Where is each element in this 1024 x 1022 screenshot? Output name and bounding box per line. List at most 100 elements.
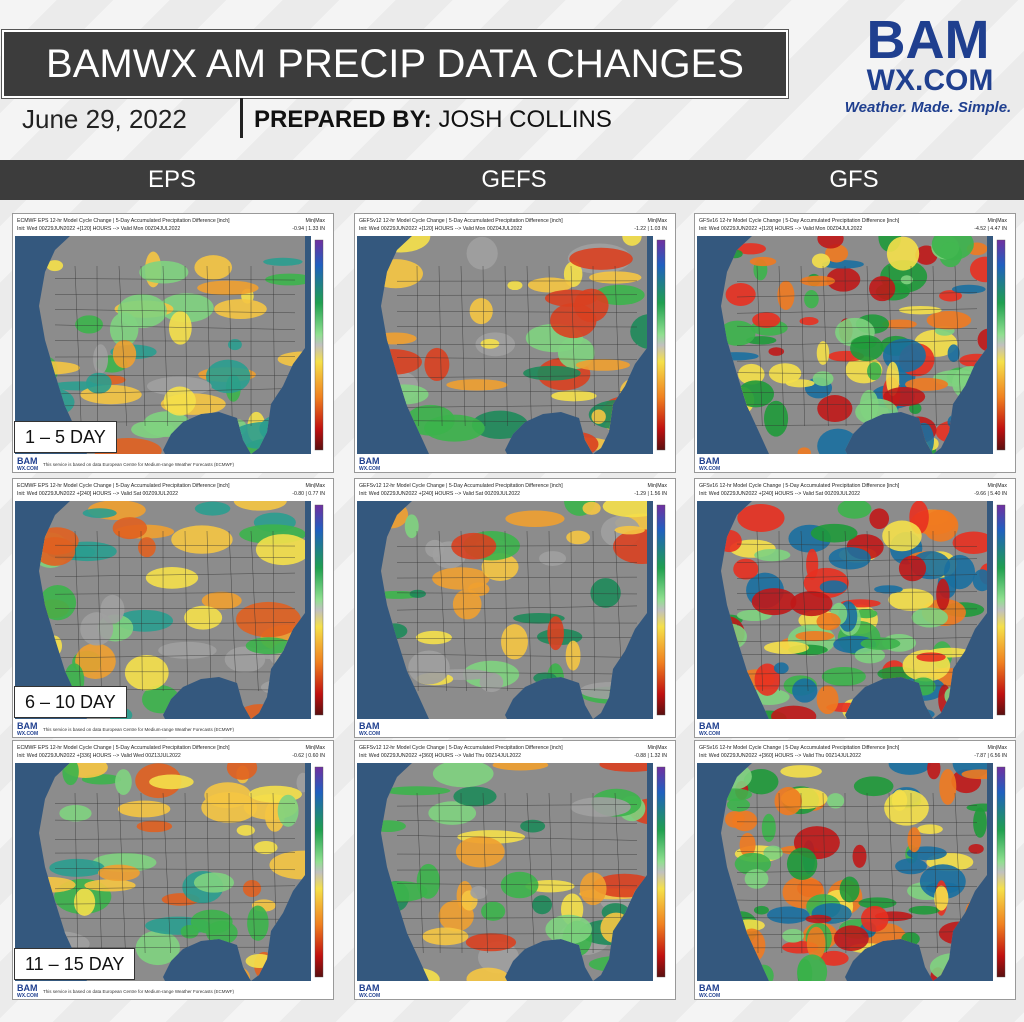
state-line [736, 280, 978, 282]
state-line [438, 792, 441, 954]
map-figure: GEFSv12 12-hr Model Cycle Change | 5-Day… [357, 483, 667, 737]
precip-area [381, 820, 406, 833]
state-line [54, 653, 296, 659]
state-line [74, 530, 81, 692]
map [15, 763, 311, 981]
precip-area [754, 663, 781, 696]
state-line [54, 309, 296, 314]
precip-area [804, 290, 819, 309]
state-line [844, 265, 847, 427]
precip-area [966, 803, 987, 812]
precip-area [539, 551, 567, 566]
state-line [800, 265, 805, 427]
precip-area [563, 261, 583, 287]
precip-area [768, 363, 802, 384]
state-line [396, 576, 638, 579]
precip-area [927, 763, 941, 780]
precip-area [837, 501, 872, 519]
precip-area [917, 824, 943, 835]
precip-area [236, 601, 301, 638]
precip-area [614, 525, 645, 535]
state-line [54, 556, 296, 558]
map [357, 236, 653, 454]
precip-area [194, 501, 231, 516]
state-line [592, 530, 595, 692]
state-line [250, 530, 259, 692]
precip-area [884, 789, 929, 826]
colorbar [996, 504, 1006, 716]
precip-area [817, 428, 859, 454]
precip-area [112, 517, 148, 540]
state-line [396, 326, 638, 328]
map-figure: GFSv16 12-hr Model Cycle Change | 5-Day … [697, 745, 1007, 999]
precip-area [900, 275, 913, 285]
precip-area [898, 555, 927, 582]
state-line [396, 883, 638, 887]
state-line [54, 544, 296, 547]
state-line [54, 591, 296, 595]
precip-area [569, 247, 633, 270]
column-bar [0, 160, 1024, 200]
state-line [592, 265, 595, 427]
state-line [396, 637, 638, 639]
state-line [396, 653, 638, 658]
state-line [932, 265, 937, 427]
state-line [396, 820, 638, 824]
precip-area [117, 800, 171, 818]
panel-title: ECMWF EPS 12-hr Model Cycle Change | 5-D… [17, 218, 230, 224]
panel-note: This service is based on data European C… [43, 727, 234, 732]
precip-area [233, 501, 287, 511]
precip-area [786, 847, 818, 880]
state-line [396, 835, 638, 841]
precip-area [545, 914, 592, 945]
mini-logo: BAM [17, 983, 38, 993]
precip-area [409, 589, 426, 598]
precip-area [806, 926, 826, 960]
state-line [54, 572, 296, 577]
precip-area [737, 380, 775, 408]
map-figure: ECMWF EPS 12-hr Model Cycle Change | 5-D… [15, 218, 325, 472]
state-line [54, 917, 296, 920]
panel-init: Init: Wed 00Z29JUN2022 +[120] HOURS --> … [699, 226, 862, 232]
precip-area [733, 558, 759, 580]
state-line [888, 792, 896, 954]
map-figure: ECMWF EPS 12-hr Model Cycle Change | 5-D… [15, 745, 325, 999]
precip-area [886, 236, 920, 271]
state-line [184, 530, 188, 692]
precip-area [790, 591, 833, 617]
panel-init: Init: Wed 00Z29JUN2022 +[336] HOURS --> … [17, 753, 181, 759]
state-line [778, 530, 780, 692]
state-line [140, 792, 146, 954]
state-line [396, 294, 638, 296]
precip-area [854, 647, 886, 664]
precip-area [785, 379, 815, 388]
state-line [482, 792, 488, 954]
precip-area [466, 236, 498, 270]
mini-logo-domain: WX.COM [359, 466, 380, 472]
colorbar [996, 239, 1006, 451]
state-line [736, 671, 978, 675]
precip-area [744, 868, 769, 889]
precip-area [242, 879, 262, 898]
precip-area [630, 314, 647, 349]
map-panel: ECMWF EPS 12-hr Model Cycle Change | 5-D… [12, 478, 334, 738]
state-line [118, 792, 126, 954]
precip-area [764, 641, 809, 655]
mini-logo-domain: WX.COM [699, 731, 720, 737]
state-line [910, 530, 915, 692]
minmax: -9.66 | 5.40 IN [974, 491, 1007, 497]
state-line [396, 420, 638, 423]
precip-area [205, 359, 251, 394]
precip-area [415, 630, 452, 645]
precip-area [269, 850, 305, 880]
state-line [118, 265, 127, 427]
state-line [184, 792, 188, 954]
state-line [54, 388, 296, 395]
map-panel: GFSv16 12-hr Model Cycle Change | 5-Day … [694, 478, 1016, 738]
precip-area [149, 774, 194, 790]
panel-title: GEFSv12 12-hr Model Cycle Change | 5-Day… [359, 745, 563, 751]
state-line [206, 530, 212, 692]
state-line [162, 792, 171, 954]
precip-area [855, 609, 878, 619]
precip-area [909, 402, 922, 414]
